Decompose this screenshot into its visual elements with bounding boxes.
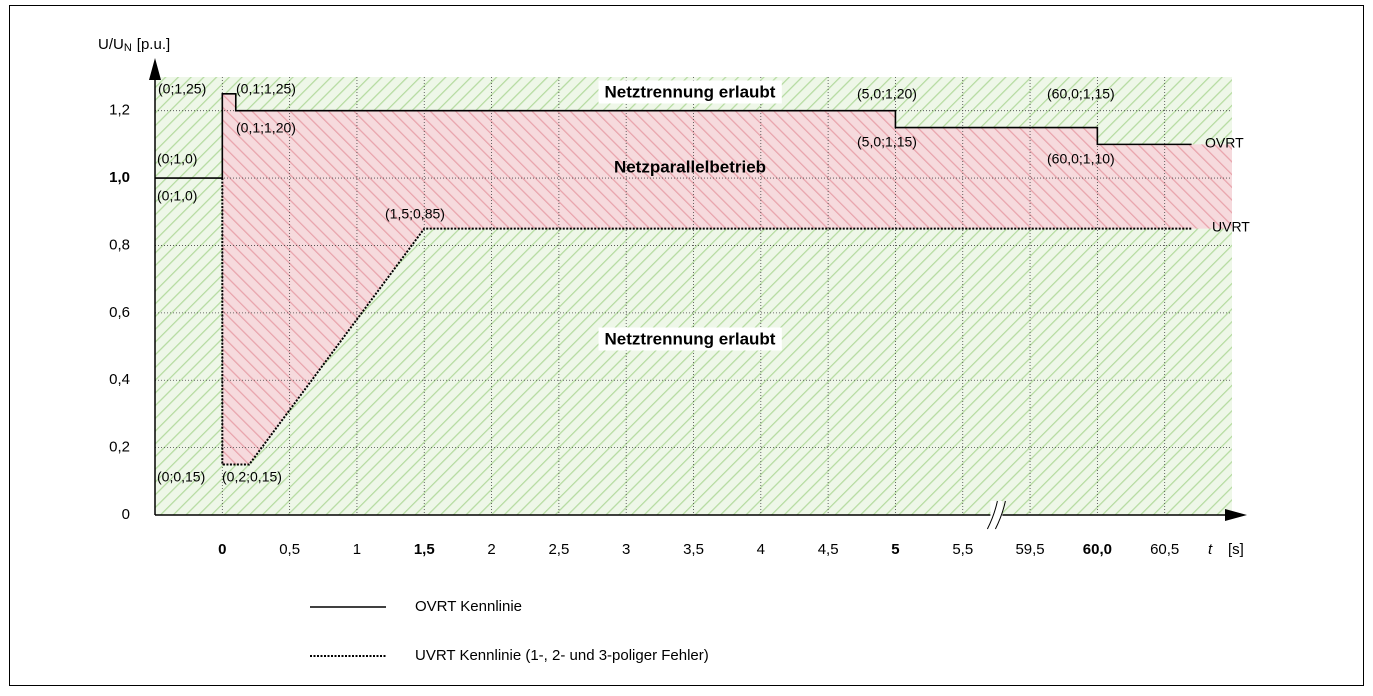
x-tick-label: 59,5 <box>1015 541 1044 558</box>
y-tick-label: 0,6 <box>109 304 130 321</box>
x-tick-label: 2 <box>487 541 495 558</box>
x-tick-label: 1,5 <box>414 541 435 558</box>
series-end-label: OVRT <box>1205 135 1244 151</box>
series-line <box>155 93 1192 179</box>
x-axis-arrow <box>1225 509 1247 521</box>
region-label-bg <box>598 80 782 104</box>
point-label: (0,1;1,20) <box>236 120 296 136</box>
y-axis-label-part: N <box>124 42 132 54</box>
y-axis-arrow <box>149 58 161 80</box>
point-label: (60,0;1,10) <box>1047 151 1115 167</box>
x-tick-label: 4,5 <box>818 541 839 558</box>
point-label: (5,0;1,20) <box>857 86 917 102</box>
axis-break <box>986 500 998 530</box>
point-label: (1,5;0,85) <box>385 206 445 222</box>
x-tick-label: 5,5 <box>952 541 973 558</box>
x-tick-label: 0,5 <box>279 541 300 558</box>
x-axis-label: t <box>1208 541 1213 558</box>
x-tick-label: 3 <box>622 541 630 558</box>
region-label-bg <box>598 327 782 351</box>
axis-break <box>994 500 1006 530</box>
series-end-label: UVRT <box>1212 219 1250 235</box>
point-label: (0,2;0,15) <box>222 469 282 485</box>
legend-label: UVRT Kennlinie (1-, 2- und 3-poliger Feh… <box>415 647 709 664</box>
region-label: Netzparallelbetrieb <box>614 157 766 176</box>
y-tick-label: 1,0 <box>109 169 130 186</box>
point-label: (0;1,25) <box>158 81 206 97</box>
x-tick-label: 2,5 <box>548 541 569 558</box>
region-label: Netztrennung erlaubt <box>605 82 776 101</box>
point-label: (0;0,15) <box>157 469 205 485</box>
y-axis-label-part: [p.u.] <box>137 36 170 53</box>
y-tick-label: 0,2 <box>109 439 130 456</box>
point-label: (5,0;1,15) <box>857 134 917 150</box>
y-tick-label: 0,8 <box>109 236 130 253</box>
legend-label: OVRT Kennlinie <box>415 598 522 615</box>
x-tick-label: 5 <box>891 541 899 558</box>
point-label: (0,1;1,25) <box>236 81 296 97</box>
y-axis-label: U/UN [p.u.] <box>98 36 170 54</box>
point-label: (0;1,0) <box>157 151 197 167</box>
x-tick-label: 1 <box>353 541 361 558</box>
frame <box>9 5 1364 686</box>
x-axis-unit: [s] <box>1228 541 1244 558</box>
axis-break-gap <box>990 501 1003 529</box>
y-tick-label: 0 <box>122 506 130 523</box>
x-tick-label: 0 <box>218 541 226 558</box>
y-tick-label: 0,4 <box>109 371 130 388</box>
x-tick-label: 60,5 <box>1150 541 1179 558</box>
point-label: (60,0;1,15) <box>1047 86 1115 102</box>
y-tick-label: 1,2 <box>109 102 130 119</box>
x-tick-label: 4 <box>757 541 765 558</box>
x-tick-label: 3,5 <box>683 541 704 558</box>
region-label: Netztrennung erlaubt <box>605 329 776 348</box>
x-tick-label: 60,0 <box>1083 541 1112 558</box>
y-axis-label-part: U/U <box>98 36 124 53</box>
point-label: (0;1,0) <box>157 188 197 204</box>
parallel-region <box>222 93 1232 465</box>
series-line <box>221 178 1192 466</box>
